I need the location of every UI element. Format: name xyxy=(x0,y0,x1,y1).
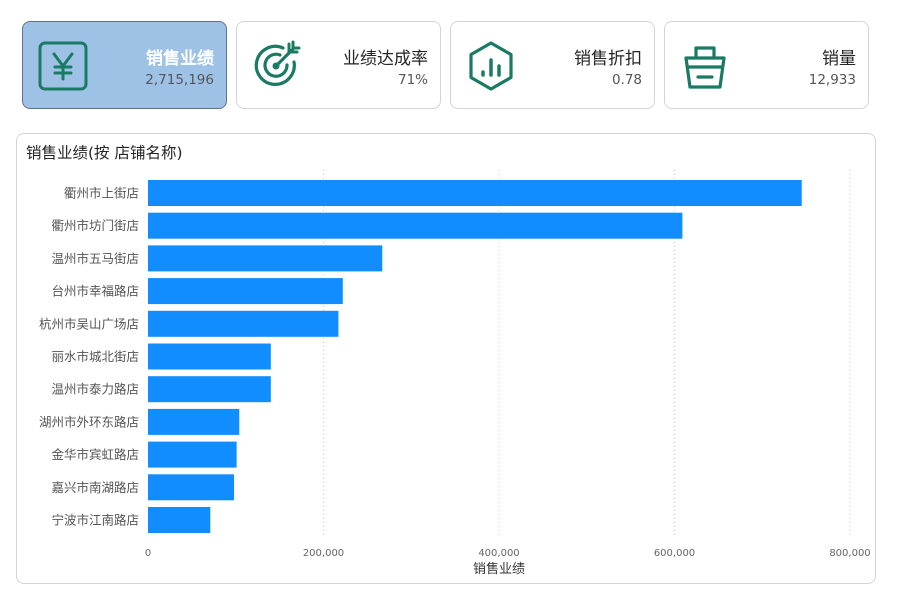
bar-chart: 0 200,000 400,000 600,000 800,000 衢州市上街店衢州市坊门… xyxy=(39,170,871,577)
kpi-title: 销售业绩 xyxy=(146,49,214,69)
yen-icon xyxy=(35,38,91,94)
bar[interactable] xyxy=(148,343,271,370)
bar[interactable] xyxy=(148,507,211,533)
kpi-title: 业绩达成率 xyxy=(343,49,428,69)
chart-title: 销售业绩(按 店铺名称) xyxy=(26,144,183,162)
bar[interactable] xyxy=(148,408,240,435)
bar[interactable] xyxy=(148,212,683,239)
category-label: 湖州市外环东路店 xyxy=(39,414,139,429)
category-label: 杭州市吴山广场店 xyxy=(39,316,139,331)
bar[interactable] xyxy=(148,310,339,337)
bar[interactable] xyxy=(148,245,383,272)
shopping-bag-icon xyxy=(677,38,733,94)
kpi-title: 销售折扣 xyxy=(574,49,642,69)
category-label: 金华市宾虹路店 xyxy=(51,447,139,462)
hexagon-chart-icon xyxy=(463,38,519,94)
x-tick-label: 400,000 xyxy=(478,548,519,559)
category-label: 宁波市江南路店 xyxy=(51,513,139,528)
kpi-card-discount[interactable]: 销售折扣 0.78 xyxy=(450,21,655,109)
kpi-value: 2,715,196 xyxy=(145,72,214,88)
category-label: 台州市幸福路店 xyxy=(51,284,139,299)
bar[interactable] xyxy=(148,278,343,305)
x-axis-title: 销售业绩 xyxy=(473,561,525,577)
bar[interactable] xyxy=(148,474,234,501)
x-tick-label: 0 xyxy=(145,548,151,559)
kpi-value: 71% xyxy=(397,72,428,88)
category-label: 温州市五马街店 xyxy=(51,251,139,266)
x-tick-label: 200,000 xyxy=(303,548,344,559)
kpi-value: 0.78 xyxy=(611,72,642,88)
category-label: 嘉兴市南湖路店 xyxy=(51,480,139,495)
bar[interactable] xyxy=(148,441,237,468)
category-label: 衢州市上街店 xyxy=(64,186,139,201)
kpi-card-sales[interactable]: 销售业绩 2,715,196 xyxy=(22,21,227,109)
bar[interactable] xyxy=(148,180,802,206)
category-label: 丽水市城北街店 xyxy=(51,349,139,364)
x-tick-label: 800,000 xyxy=(829,548,870,559)
target-icon xyxy=(249,38,305,94)
kpi-card-volume[interactable]: 销量 12,933 xyxy=(664,21,869,109)
kpi-card-achievement-rate[interactable]: 业绩达成率 71% xyxy=(236,21,441,109)
category-label: 衢州市坊门街店 xyxy=(51,218,139,233)
kpi-title: 销量 xyxy=(822,49,856,69)
x-tick-label: 600,000 xyxy=(654,548,695,559)
bar[interactable] xyxy=(148,376,271,403)
category-label: 温州市泰力路店 xyxy=(51,382,139,397)
kpi-value: 12,933 xyxy=(808,72,856,88)
bar-chart-card[interactable]: 销售业绩(按 店铺名称) 0 200,000 400,000 600,000 800,0… xyxy=(16,133,876,584)
